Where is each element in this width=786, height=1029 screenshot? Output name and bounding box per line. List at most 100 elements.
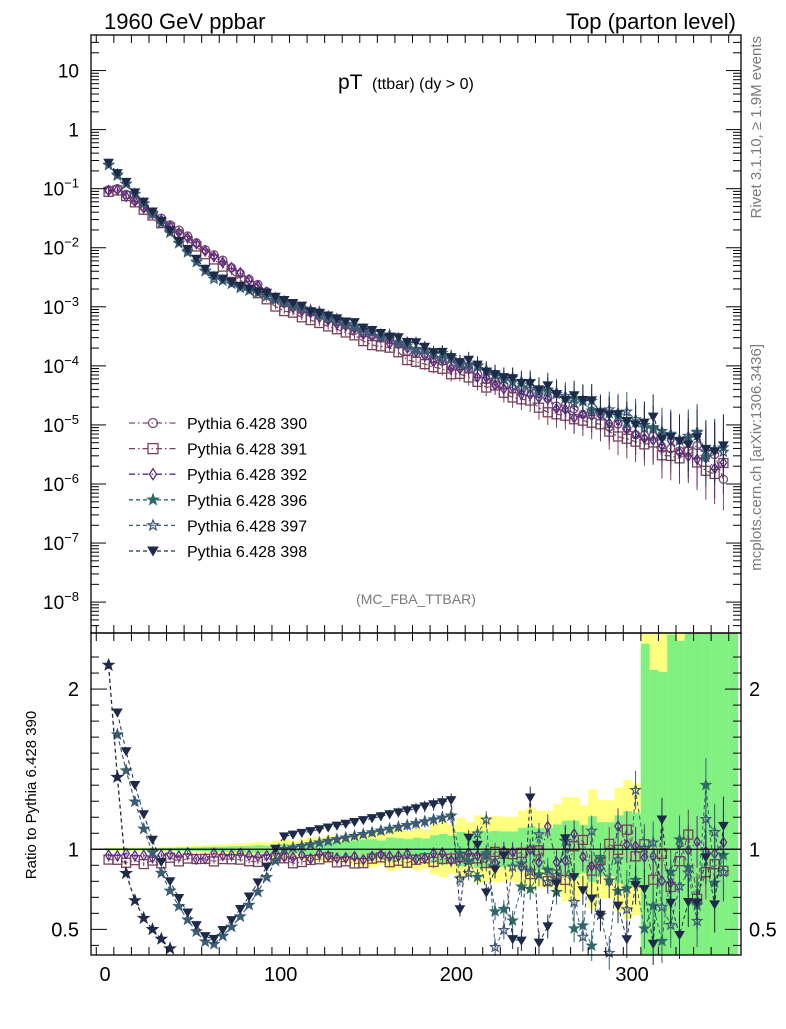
ratio-steep-point xyxy=(145,922,160,936)
data-point xyxy=(700,444,712,455)
ratio-band-inner-bin xyxy=(693,633,703,955)
data-point xyxy=(385,337,394,350)
ratio-band-inner-bin xyxy=(658,672,668,955)
data-point xyxy=(111,169,123,179)
ratio-point xyxy=(261,862,273,872)
data-point xyxy=(409,342,423,355)
data-point xyxy=(218,256,227,269)
ratio-point xyxy=(304,837,318,850)
ratio-point xyxy=(242,898,256,911)
ratio-band-inner-bin xyxy=(640,643,651,955)
ratio-point xyxy=(277,842,291,855)
ratio-point xyxy=(420,851,429,865)
analysis-tag: (MC_FBA_TTBAR) xyxy=(356,591,476,607)
data-point xyxy=(436,347,448,358)
upper-y-tick-label: 1 xyxy=(68,121,79,142)
ratio-point xyxy=(129,780,141,791)
ratio-point xyxy=(218,849,227,862)
ratio-point xyxy=(207,937,221,950)
ratio-point xyxy=(400,818,414,831)
ratio-point xyxy=(578,850,587,864)
ratio-point xyxy=(191,921,202,931)
legend-item-1: Pythia 6.428 390 xyxy=(129,416,307,433)
ratio-point xyxy=(289,851,297,864)
ratio-point xyxy=(280,850,289,864)
ratio-point xyxy=(403,847,412,861)
ratio-point xyxy=(130,849,139,862)
ratio-point xyxy=(147,835,158,845)
legend-label: Pythia 6.428 398 xyxy=(187,544,307,561)
ratio-point xyxy=(412,852,420,866)
data-point xyxy=(348,320,361,333)
data-point xyxy=(570,411,579,425)
ratio-steep-point xyxy=(101,657,116,671)
ratio-point xyxy=(356,827,370,840)
data-point xyxy=(269,293,282,306)
ratio-point xyxy=(435,810,449,824)
ratio-point xyxy=(392,820,405,833)
ratio-point xyxy=(488,904,502,917)
ratio-band-inner-bin xyxy=(684,633,695,955)
data-point xyxy=(207,272,221,285)
ratio-point xyxy=(154,866,168,879)
upper-y-tick-label: 10−3 xyxy=(43,294,79,319)
ratio-point xyxy=(137,822,151,835)
ratio-point xyxy=(604,838,615,850)
ratio-point xyxy=(543,820,552,833)
ratio-point xyxy=(374,823,388,837)
upper-series-5 xyxy=(102,158,730,484)
data-point xyxy=(542,381,554,391)
x-tick-label: 200 xyxy=(440,964,473,986)
data-point xyxy=(339,317,353,331)
x-tick-label: 300 xyxy=(615,964,648,986)
ratio-point xyxy=(324,849,333,863)
ratio-point xyxy=(278,832,290,842)
ratio-y-tick-label-right: 0.5 xyxy=(749,919,777,941)
ratio-steep-series xyxy=(101,657,177,955)
ratio-point xyxy=(359,853,368,866)
ratio-point xyxy=(269,853,282,867)
ratio-point xyxy=(488,940,502,953)
ratio-steep-point xyxy=(128,893,142,907)
legend-marker xyxy=(147,546,159,557)
ratio-point xyxy=(709,900,721,910)
ratio-point xyxy=(236,847,245,860)
ratio-point xyxy=(297,848,306,862)
ratio-plot-frame xyxy=(90,632,742,956)
ratio-point xyxy=(647,939,659,949)
ratio-point xyxy=(541,875,555,888)
upper-series-6 xyxy=(103,158,729,482)
ratio-point xyxy=(438,847,447,860)
upper-y-tick-label: 10−1 xyxy=(43,176,79,201)
ratio-point xyxy=(655,900,669,913)
ratio-point xyxy=(515,856,528,870)
ratio-point xyxy=(409,816,423,829)
legend-marker xyxy=(148,467,158,481)
ratio-point xyxy=(122,847,131,860)
legend-label: Pythia 6.428 390 xyxy=(187,416,307,433)
plot-title-sub: (ttbar) (dy > 0) xyxy=(372,76,474,93)
ratio-point xyxy=(699,812,713,825)
ratio-point xyxy=(664,918,678,931)
ratio-point xyxy=(620,902,634,915)
ratio-point xyxy=(225,920,238,933)
data-point xyxy=(226,277,237,287)
ratio-point xyxy=(104,849,113,862)
ratio-point xyxy=(119,763,133,776)
ratio-point xyxy=(217,926,229,936)
ratio-point xyxy=(674,930,685,941)
ratio-point xyxy=(262,849,271,862)
ratio-point xyxy=(595,910,606,920)
data-point xyxy=(491,379,499,392)
series-line xyxy=(108,164,724,453)
ratio-steep-point xyxy=(136,910,151,925)
legend-label: Pythia 6.428 391 xyxy=(187,442,307,459)
ratio-point xyxy=(427,812,440,826)
axes-frames xyxy=(90,34,742,956)
ratio-band-inner-bin xyxy=(649,669,659,955)
ratio-point xyxy=(348,829,361,842)
ratio-point xyxy=(631,839,640,853)
data-point xyxy=(429,355,438,368)
ratio-steep-point xyxy=(119,866,134,880)
